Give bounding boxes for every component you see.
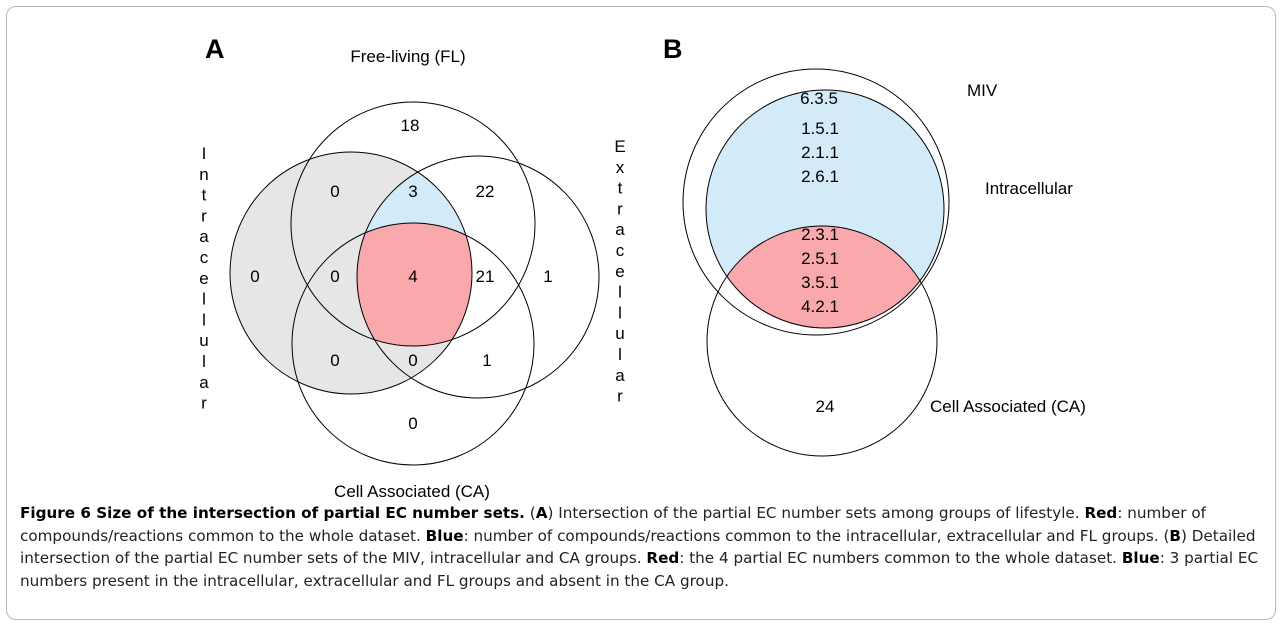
caption-text-5: ) Detailed intersection of the partial E… (20, 526, 1256, 568)
miv-only-value: 6.3.5 (800, 89, 838, 108)
red-region-a (357, 223, 472, 346)
caption-ref-a: A (535, 504, 548, 522)
caption-blue-label-1: Blue (425, 526, 464, 545)
caption-figure-label: Figure 6 Size of the intersection of par… (20, 504, 525, 522)
caption-red-label-1: Red (1084, 504, 1118, 522)
caption-text-2: ) Intersection of the partial EC number … (547, 504, 1085, 522)
count-extra-ca: 1 (482, 351, 491, 370)
set-label-free-living: Free-living (FL) (350, 47, 465, 66)
venn-b: B MIV Intracellular Cell Associated (CA)… (663, 34, 1086, 457)
red-ec-3: 3.5.1 (801, 273, 839, 292)
extracellular-circle (356, 155, 600, 399)
ca-only-value: 24 (816, 397, 835, 416)
count-intra-only: 0 (250, 267, 259, 286)
blue-ec-1: 1.5.1 (801, 119, 839, 138)
red-ec-1: 2.3.1 (801, 225, 839, 244)
cell-associated-circle-b (706, 225, 938, 457)
count-fl-extra-ca: 21 (476, 267, 495, 286)
caption-text-7: : 3 partial EC numbers present in the in… (20, 549, 1259, 590)
venn-a: A Free-living (FL) Cell Associated (CA) … (199, 34, 625, 501)
figure-caption: Figure 6 Size of the intersection of par… (20, 502, 1260, 592)
count-ca-only: 0 (408, 414, 417, 433)
intracellular-circle-b (705, 89, 945, 329)
panel-b-label: B (663, 34, 683, 64)
set-label-miv: MIV (967, 81, 998, 100)
red-ec-4: 4.2.1 (801, 297, 839, 316)
figure-frame (6, 6, 1276, 620)
caption-red-label-2: Red (646, 549, 680, 567)
red-region-b (707, 226, 937, 328)
blue-ec-3: 2.6.1 (801, 167, 839, 186)
count-intra-extra-ca: 0 (408, 351, 417, 370)
count-intra-ca: 0 (330, 351, 339, 370)
set-label-cell-associated-b: Cell Associated (CA) (930, 397, 1086, 416)
caption-text-4: : number of compounds/reactions common t… (463, 526, 1170, 545)
caption-text-6: : the 4 partial EC numbers common to the… (679, 549, 1122, 567)
red-ec-2: 2.5.1 (801, 249, 839, 268)
blue-ec-2: 2.1.1 (801, 143, 839, 162)
miv-circle (682, 68, 950, 336)
panel-a-label: A (205, 34, 225, 64)
caption-text-3: : number of compounds/reactions common t… (20, 504, 1206, 545)
caption-blue-label-2: Blue (1121, 549, 1160, 567)
count-fl-intra: 0 (330, 182, 339, 201)
count-fl-extra: 22 (476, 182, 495, 201)
count-fl-only: 18 (401, 116, 420, 135)
caption-text-1: ( (524, 504, 536, 522)
cell-associated-circle (291, 222, 535, 466)
free-living-circle (290, 101, 536, 347)
set-label-cell-associated: Cell Associated (CA) (334, 482, 490, 501)
count-all-four: 4 (408, 267, 417, 286)
count-intra-fl-ca: 0 (330, 267, 339, 286)
set-label-intracellular-b: Intracellular (985, 179, 1073, 198)
caption-ref-b: B (1169, 526, 1181, 545)
count-extra-only: 1 (543, 267, 552, 286)
intracellular-circle (229, 151, 473, 395)
count-fl-intra-extra: 3 (408, 182, 417, 201)
